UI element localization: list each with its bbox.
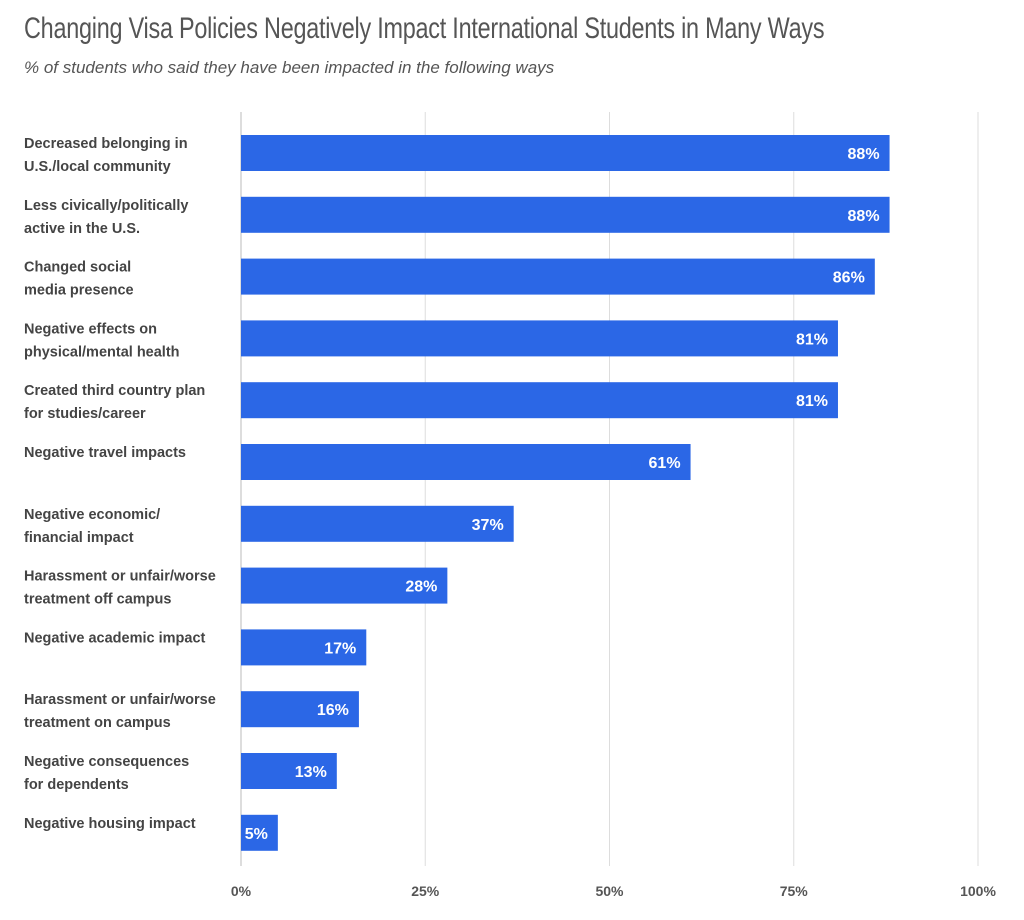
data-label: 16%: [317, 702, 349, 719]
x-tick-label: 100%: [960, 883, 996, 899]
data-label: 17%: [324, 640, 356, 657]
category-label: Less civically/politically: [24, 198, 188, 214]
bar: [241, 753, 337, 789]
bar: [241, 505, 514, 542]
data-label: 81%: [796, 331, 828, 348]
category-label: for dependents: [24, 777, 129, 793]
category-label: media presence: [24, 283, 134, 299]
data-label: 61%: [649, 455, 681, 472]
category-label: Decreased belonging in: [24, 136, 188, 152]
bar: [241, 629, 367, 666]
category-label: physical/mental health: [24, 344, 180, 360]
category-label: Negative travel impacts: [24, 445, 186, 461]
chart-title: Changing Visa Policies Negatively Impact…: [24, 12, 825, 45]
chart-subtitle: % of students who said they have been im…: [24, 58, 555, 77]
data-label: 88%: [848, 208, 880, 225]
category-label: U.S./local community: [24, 159, 171, 175]
category-label: Negative effects on: [24, 321, 157, 337]
bar: [241, 320, 838, 357]
x-tick-label: 25%: [411, 883, 440, 899]
data-label: 13%: [295, 764, 327, 781]
category-label: Harassment or unfair/worse: [24, 692, 216, 708]
category-label: Changed social: [24, 260, 131, 276]
data-label: 37%: [472, 517, 504, 534]
data-label: 5%: [245, 826, 268, 843]
category-label: Negative consequences: [24, 754, 189, 770]
category-label: Negative housing impact: [24, 816, 196, 832]
category-label: for studies/career: [24, 406, 146, 422]
bar: [241, 814, 278, 851]
bar: [241, 196, 890, 233]
category-label: treatment off campus: [24, 592, 171, 608]
category-label: Negative economic/: [24, 507, 160, 523]
bar: [241, 567, 448, 604]
category-label: financial impact: [24, 530, 134, 546]
bar: [241, 691, 359, 728]
bar: [241, 135, 890, 171]
x-tick-label: 75%: [780, 883, 809, 899]
category-label: Negative academic impact: [24, 630, 206, 646]
bar: [241, 258, 875, 295]
bar: [241, 382, 838, 419]
data-label: 28%: [405, 579, 437, 596]
bar: [241, 444, 691, 480]
category-label: Harassment or unfair/worse: [24, 569, 216, 585]
category-label: active in the U.S.: [24, 221, 140, 237]
data-label: 86%: [833, 270, 865, 287]
data-label: 88%: [848, 146, 880, 163]
x-tick-label: 50%: [595, 883, 624, 899]
x-tick-label: 0%: [231, 883, 252, 899]
data-label: 81%: [796, 393, 828, 410]
category-label: treatment on campus: [24, 715, 171, 731]
category-label: Created third country plan: [24, 383, 205, 399]
